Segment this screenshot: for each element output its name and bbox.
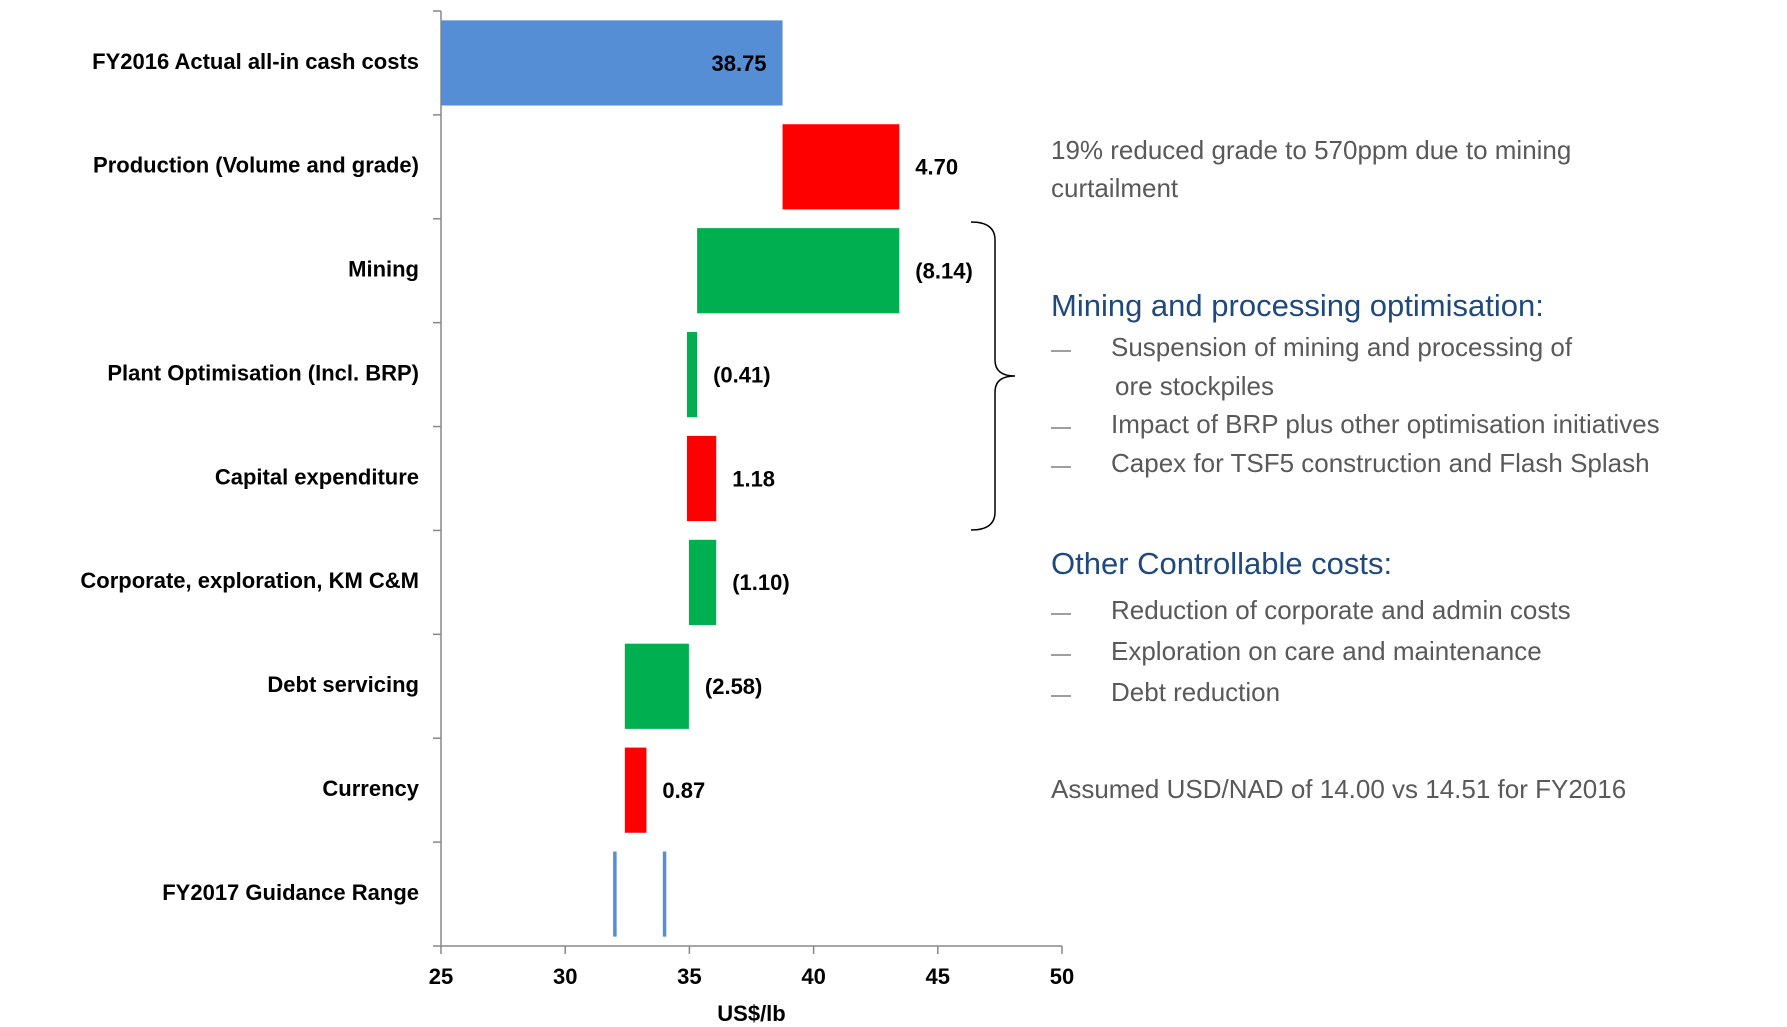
x-tick-label: 40 xyxy=(801,964,825,989)
note: 19% reduced grade to 570ppm due to minin… xyxy=(1051,135,1571,165)
value-label: (1.10) xyxy=(732,570,789,595)
note-heading: Mining and processing optimisation: xyxy=(1051,288,1544,323)
category-label: Corporate, exploration, KM C&M xyxy=(80,568,419,593)
x-tick-label: 35 xyxy=(677,964,701,989)
bar xyxy=(782,124,900,210)
x-axis-label: US$/lb xyxy=(717,1001,785,1026)
note-item: Impact of BRP plus other optimisation in… xyxy=(1111,409,1660,439)
x-tick-label: 45 xyxy=(926,964,950,989)
bar xyxy=(686,332,698,418)
value-label: (2.58) xyxy=(705,674,762,699)
note-item: Capex for TSF5 construction and Flash Sp… xyxy=(1111,448,1650,478)
category-label: Currency xyxy=(322,776,419,801)
note-item: Reduction of corporate and admin costs xyxy=(1111,595,1571,625)
value-label: 1.18 xyxy=(732,466,775,491)
note: Assumed USD/NAD of 14.00 vs 14.51 for FY… xyxy=(1051,774,1626,804)
category-label: Production (Volume and grade) xyxy=(93,153,419,178)
value-label: (8.14) xyxy=(915,259,972,284)
bracket xyxy=(970,221,1016,531)
note-item: ore stockpiles xyxy=(1115,371,1274,401)
category-label: FY2016 Actual all-in cash costs xyxy=(92,49,419,74)
value-label: 4.70 xyxy=(915,155,958,180)
bar xyxy=(697,228,900,314)
note-heading: Other Controllable costs: xyxy=(1051,546,1392,581)
x-tick-label: 25 xyxy=(429,964,453,989)
category-label: Debt servicing xyxy=(267,672,419,697)
x-tick-label: 50 xyxy=(1050,964,1074,989)
bar xyxy=(688,539,717,625)
category-label: FY2017 Guidance Range xyxy=(162,880,419,905)
value-label: 38.75 xyxy=(711,51,766,76)
category-label: Plant Optimisation (Incl. BRP) xyxy=(107,360,419,385)
bar xyxy=(624,747,647,833)
category-label: Mining xyxy=(348,257,419,282)
value-label: (0.41) xyxy=(713,362,770,387)
category-label: Capital expenditure xyxy=(215,464,419,489)
x-tick-label: 30 xyxy=(553,964,577,989)
bar xyxy=(686,435,717,522)
value-label: 0.87 xyxy=(662,778,705,803)
bar xyxy=(624,643,689,729)
note-item: Exploration on care and maintenance xyxy=(1111,636,1542,666)
note: curtailment xyxy=(1051,173,1179,203)
bar xyxy=(441,20,783,106)
note-item: Debt reduction xyxy=(1111,677,1280,707)
note-item: Suspension of mining and processing of xyxy=(1111,332,1573,362)
